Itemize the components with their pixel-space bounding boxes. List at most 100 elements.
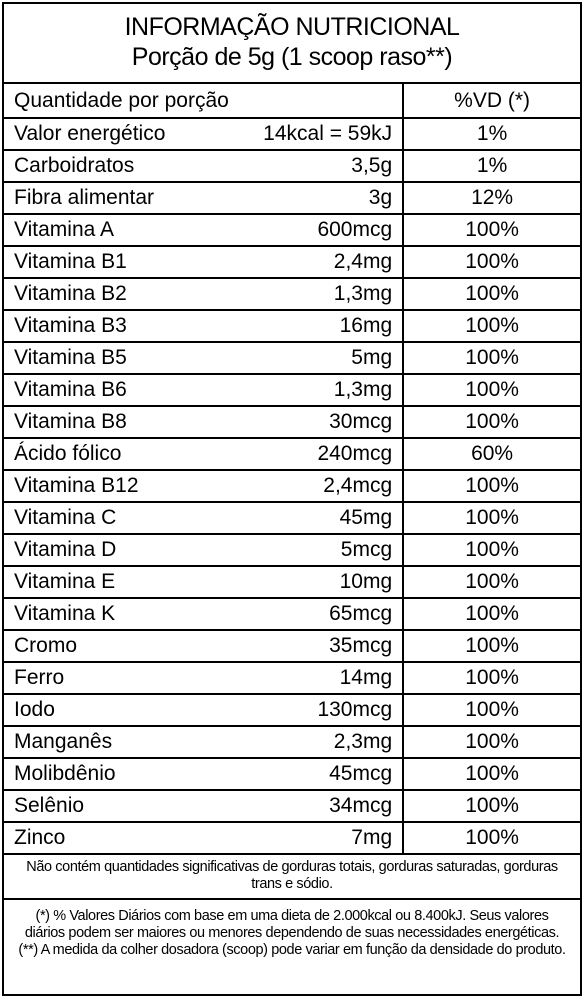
nutrient-row: Cromo 35mcg 100% — [4, 630, 580, 663]
label-header: INFORMAÇÃO NUTRICIONAL Porção de 5g (1 s… — [4, 4, 580, 84]
nutrient-dv: 1% — [403, 150, 580, 183]
nutrition-table: Quantidade por porção %VD (*) Valor ener… — [4, 84, 580, 855]
nutrient-amount: 1,3mg — [203, 278, 405, 311]
nutrient-dv: 100% — [403, 694, 580, 727]
footnote-not-significant: Não contém quantidades significativas de… — [4, 855, 580, 900]
nutrient-row: Ferro 14mg 100% — [4, 662, 580, 695]
nutrient-row: Vitamina E 10mg 100% — [4, 566, 580, 599]
nutrient-name: Vitamina B5 — [4, 342, 204, 375]
nutrient-dv: 100% — [403, 502, 580, 535]
nutrient-amount: 5mcg — [203, 534, 405, 567]
nutrient-row: Selênio 34mcg 100% — [4, 790, 580, 823]
nutrient-amount: 65mcg — [203, 598, 405, 631]
nutrient-name: Valor energético — [4, 118, 204, 151]
nutrient-amount: 240mcg — [203, 438, 405, 471]
footnote-daily-values: (*) % Valores Diários com base em uma di… — [18, 908, 566, 958]
dv-header: %VD (*) — [403, 84, 580, 119]
nutrient-dv: 100% — [403, 406, 580, 439]
nutrient-amount: 3,5g — [203, 150, 405, 183]
nutrient-amount: 30mcg — [203, 406, 405, 439]
nutrient-row: Vitamina D 5mcg 100% — [4, 534, 580, 567]
nutrient-amount: 35mcg — [203, 630, 405, 663]
nutrient-row: Vitamina B8 30mcg 100% — [4, 406, 580, 439]
nutrient-row: Vitamina A 600mcg 100% — [4, 214, 580, 247]
nutrient-dv: 100% — [403, 630, 580, 663]
nutrient-row: Vitamina B1 2,4mg 100% — [4, 246, 580, 279]
nutrient-row: Molibdênio 45mcg 100% — [4, 758, 580, 791]
nutrient-name: Vitamina D — [4, 534, 204, 567]
nutrient-dv: 100% — [403, 214, 580, 247]
nutrient-name: Vitamina B6 — [4, 374, 204, 407]
nutrient-row: Vitamina B6 1,3mg 100% — [4, 374, 580, 407]
nutrient-dv: 100% — [403, 246, 580, 279]
nutrient-dv: 100% — [403, 598, 580, 631]
nutrient-row: Valor energético 14kcal = 59kJ 1% — [4, 118, 580, 151]
nutrient-name: Molibdênio — [4, 758, 204, 791]
nutrient-amount: 34mcg — [203, 790, 405, 823]
nutrient-dv: 1% — [403, 118, 580, 151]
nutrient-row: Vitamina B2 1,3mg 100% — [4, 278, 580, 311]
nutrient-amount: 14kcal = 59kJ — [203, 118, 405, 151]
nutrient-dv: 100% — [403, 566, 580, 599]
nutrient-name: Cromo — [4, 630, 204, 663]
nutrient-amount: 2,4mg — [203, 246, 405, 279]
nutrient-row: Manganês 2,3mg 100% — [4, 726, 580, 759]
nutrient-name: Vitamina B1 — [4, 246, 204, 279]
nutrient-name: Ferro — [4, 662, 204, 695]
nutrient-name: Vitamina E — [4, 566, 204, 599]
nutrient-dv: 100% — [403, 470, 580, 503]
nutrient-amount: 3g — [203, 182, 405, 215]
nutrient-row: Vitamina B3 16mg 100% — [4, 310, 580, 343]
nutrient-dv: 100% — [403, 822, 580, 855]
nutrient-name: Fibra alimentar — [4, 182, 204, 215]
nutrient-dv: 100% — [403, 726, 580, 759]
nutrient-name: Selênio — [4, 790, 204, 823]
nutrient-amount: 45mg — [203, 502, 405, 535]
nutrient-row: Ácido fólico 240mcg 60% — [4, 438, 580, 471]
nutrient-amount: 14mg — [203, 662, 405, 695]
nutrient-name: Vitamina B3 — [4, 310, 204, 343]
nutrient-name: Carboidratos — [4, 150, 204, 183]
label-title: INFORMAÇÃO NUTRICIONAL — [124, 13, 460, 41]
nutrient-amount: 7mg — [203, 822, 405, 855]
nutrient-dv: 60% — [403, 438, 580, 471]
nutrient-dv: 100% — [403, 758, 580, 791]
nutrient-name: Ácido fólico — [4, 438, 204, 471]
nutrient-amount: 10mg — [203, 566, 405, 599]
nutrient-amount: 45mcg — [203, 758, 405, 791]
nutrient-row: Vitamina K 65mcg 100% — [4, 598, 580, 631]
quantity-header: Quantidade por porção — [4, 84, 405, 119]
nutrient-row: Carboidratos 3,5g 1% — [4, 150, 580, 183]
nutrient-dv: 100% — [403, 310, 580, 343]
nutrient-row: Iodo 130mcg 100% — [4, 694, 580, 727]
nutrient-amount: 130mcg — [203, 694, 405, 727]
nutrient-amount: 5mg — [203, 342, 405, 375]
nutrient-name: Manganês — [4, 726, 204, 759]
nutrient-dv: 100% — [403, 534, 580, 567]
nutrient-name: Zinco — [4, 822, 204, 855]
nutrient-name: Vitamina B8 — [4, 406, 204, 439]
nutrient-dv: 100% — [403, 790, 580, 823]
nutrient-dv: 12% — [403, 182, 580, 215]
table-header-row: Quantidade por porção %VD (*) — [4, 84, 580, 119]
nutrient-amount: 600mcg — [203, 214, 405, 247]
nutrient-row: Vitamina C 45mg 100% — [4, 502, 580, 535]
nutrient-name: Vitamina K — [4, 598, 204, 631]
nutrient-row: Vitamina B5 5mg 100% — [4, 342, 580, 375]
nutrient-name: Iodo — [4, 694, 204, 727]
nutrient-dv: 100% — [403, 342, 580, 375]
nutrient-name: Vitamina A — [4, 214, 204, 247]
nutrient-row: Zinco 7mg 100% — [4, 822, 580, 855]
nutrient-amount: 2,3mg — [203, 726, 405, 759]
nutrient-amount: 2,4mcg — [203, 470, 405, 503]
nutrient-row: Vitamina B12 2,4mcg 100% — [4, 470, 580, 503]
nutrient-name: Vitamina C — [4, 502, 204, 535]
nutrient-dv: 100% — [403, 374, 580, 407]
nutrient-amount: 1,3mg — [203, 374, 405, 407]
serving-size: Porção de 5g (1 scoop raso**) — [131, 43, 453, 71]
nutrient-row: Fibra alimentar 3g 12% — [4, 182, 580, 215]
nutrient-name: Vitamina B12 — [4, 470, 204, 503]
nutrient-amount: 16mg — [203, 310, 405, 343]
nutrient-name: Vitamina B2 — [4, 278, 204, 311]
